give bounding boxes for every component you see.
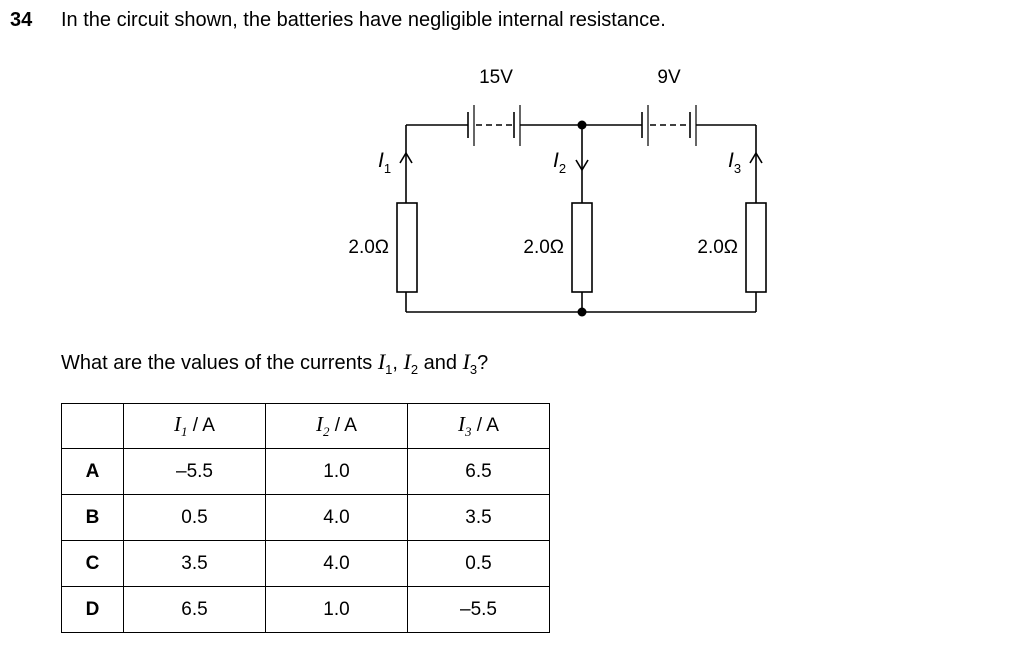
circuit-diagram: 15V 9V I1 I2 I3 2.0Ω 2.0Ω 2.0Ω: [348, 67, 767, 317]
cell-i2: 4.0: [265, 540, 408, 587]
battery-right-label: 9V: [657, 67, 681, 88]
cell-i2: 1.0: [265, 448, 408, 495]
table-row[interactable]: C 3.5 4.0 0.5: [61, 540, 550, 587]
arrow-up-icon: [399, 151, 413, 164]
current-label-3: I3: [728, 149, 741, 176]
option-letter[interactable]: A: [61, 448, 124, 495]
header-empty: [61, 403, 124, 449]
cell-i1: 6.5: [123, 586, 266, 633]
table-row[interactable]: A –5.5 1.0 6.5: [61, 448, 550, 495]
cell-i2: 1.0: [265, 586, 408, 633]
battery-left-label: 15V: [479, 67, 513, 88]
arrow-up-icon: [749, 151, 763, 164]
resistor-left-label: 2.0Ω: [348, 237, 389, 258]
current-label-1: I1: [378, 149, 391, 176]
option-letter[interactable]: C: [61, 540, 124, 587]
arrow-down-icon: [575, 159, 589, 172]
cell-i1: 0.5: [123, 494, 266, 541]
table-row[interactable]: B 0.5 4.0 3.5: [61, 494, 550, 541]
question-number: 34: [10, 9, 33, 31]
header-i1: I1 / A: [123, 403, 266, 449]
table-row[interactable]: D 6.5 1.0 –5.5: [61, 586, 550, 633]
cell-i1: –5.5: [123, 448, 266, 495]
option-letter[interactable]: D: [61, 586, 124, 633]
resistor-right-label: 2.0Ω: [697, 237, 738, 258]
answer-table: I1 / A I2 / A I3 / A A –5.5 1.0 6.5 B 0.…: [61, 403, 550, 633]
header-i2: I2 / A: [265, 403, 408, 449]
cell-i2: 4.0: [265, 494, 408, 541]
cell-i1: 3.5: [123, 540, 266, 587]
question-text: In the circuit shown, the batteries have…: [61, 9, 666, 31]
cell-i3: 3.5: [407, 494, 550, 541]
cell-i3: 6.5: [407, 448, 550, 495]
current-label-2: I2: [553, 149, 566, 176]
junction-bottom: [577, 307, 587, 317]
table-header-row: I1 / A I2 / A I3 / A: [61, 403, 550, 449]
cell-i3: –5.5: [407, 586, 550, 633]
header-i3: I3 / A: [407, 403, 550, 449]
resistor-middle-label: 2.0Ω: [523, 237, 564, 258]
junction-top: [577, 120, 587, 130]
option-letter[interactable]: B: [61, 494, 124, 541]
cell-i3: 0.5: [407, 540, 550, 587]
sub-question: What are the values of the currents I1, …: [61, 349, 489, 377]
